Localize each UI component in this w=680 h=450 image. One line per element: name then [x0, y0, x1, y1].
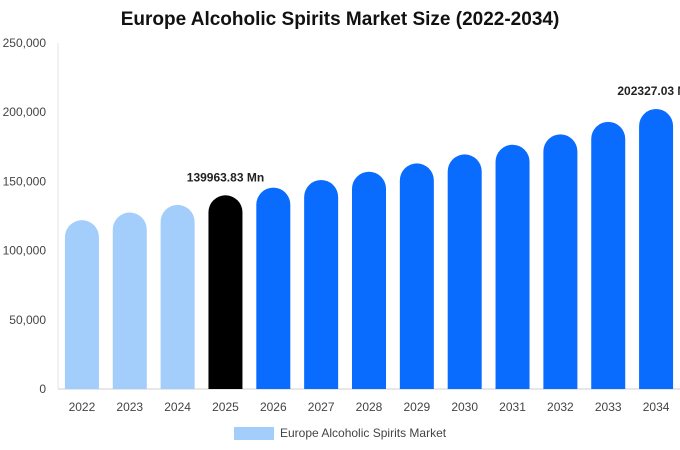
bar-2034 [639, 108, 674, 389]
x-tick-label: 2028 [356, 400, 383, 414]
bar-2025 [208, 195, 243, 389]
bar-2027 [304, 180, 339, 389]
legend: Europe Alcoholic Spirits Market [234, 425, 446, 441]
bar-2023 [112, 212, 147, 389]
bar-2032 [543, 134, 578, 389]
y-tick-label: 50,000 [9, 313, 46, 327]
bar-2031 [495, 144, 530, 389]
bar-2026 [256, 187, 291, 389]
x-tick-label: 2031 [499, 400, 526, 414]
y-tick-label: 250,000 [3, 36, 47, 50]
bar-2029 [399, 163, 434, 389]
x-tick-label: 2032 [547, 400, 574, 414]
bar-2033 [591, 121, 626, 390]
bar-2028 [352, 171, 386, 389]
data-label-2025: 139963.83 Mn [187, 170, 264, 184]
x-tick-label: 2024 [164, 400, 191, 414]
x-tick-label: 2027 [308, 400, 335, 414]
y-tick-label: 200,000 [3, 105, 47, 119]
legend-swatch [234, 426, 274, 440]
y-tick-label: 0 [39, 382, 46, 396]
bar-2030 [447, 154, 482, 389]
x-tick-label: 2023 [116, 400, 143, 414]
x-tick-label: 2025 [212, 400, 239, 414]
y-tick-label: 100,000 [3, 244, 47, 258]
bar-2022 [64, 220, 99, 389]
legend-label: Europe Alcoholic Spirits Market [280, 426, 447, 440]
x-tick-label: 2022 [69, 400, 96, 414]
bar-2024 [160, 204, 195, 389]
x-tick-label: 2029 [403, 400, 430, 414]
data-label-2034: 202327.03 Mn [617, 84, 680, 98]
x-tick-label: 2026 [260, 400, 287, 414]
x-tick-label: 2033 [595, 400, 622, 414]
y-tick-label: 150,000 [3, 174, 47, 188]
x-tick-label: 2034 [643, 400, 670, 414]
chart-title: Europe Alcoholic Spirits Market Size (20… [120, 9, 560, 30]
x-tick-label: 2030 [451, 400, 478, 414]
